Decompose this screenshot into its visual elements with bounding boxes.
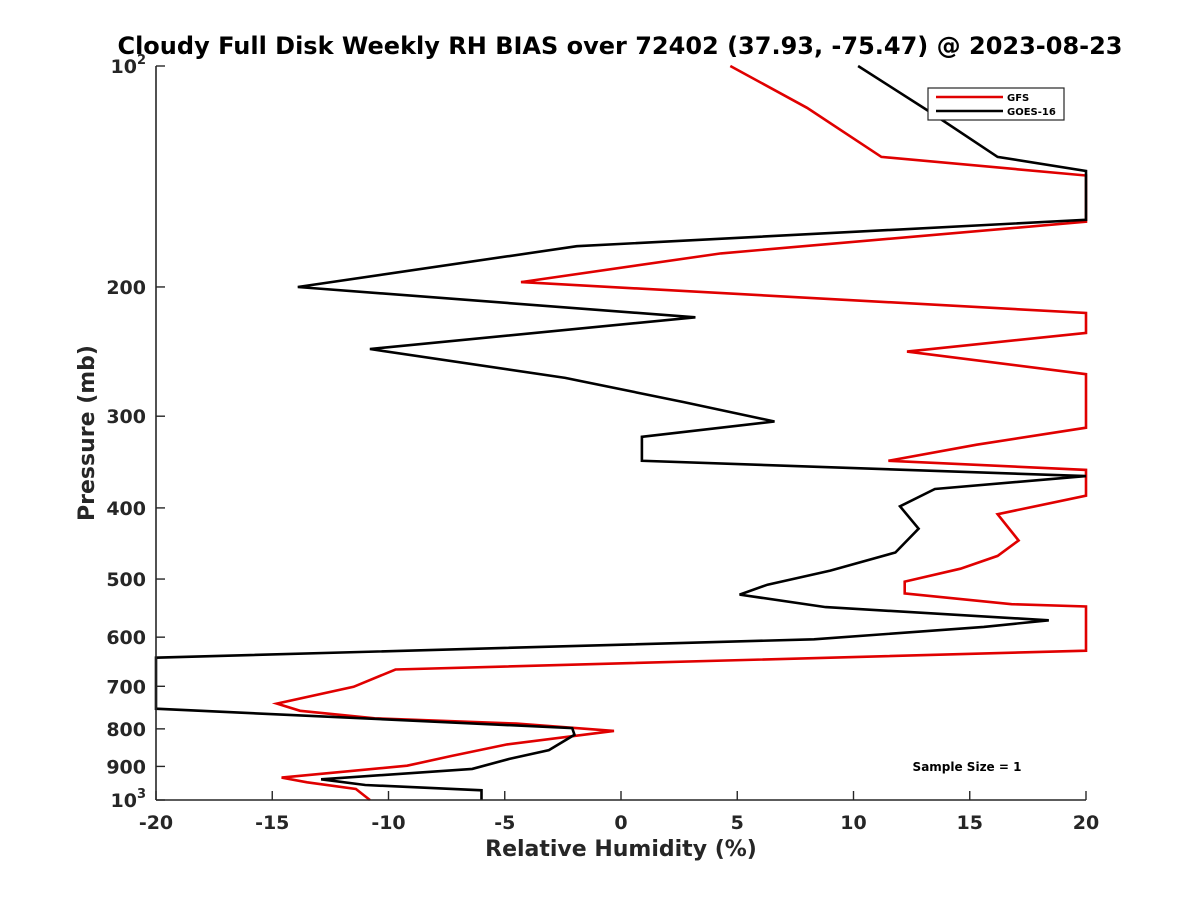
x-tick-label: -10: [371, 812, 405, 834]
x-tick-label: -20: [139, 812, 173, 834]
y-tick-label: 200: [106, 277, 146, 299]
x-tick-label: -5: [494, 812, 515, 834]
sample-size-annotation: Sample Size = 1: [913, 760, 1022, 774]
x-axis-label: Relative Humidity (%): [485, 837, 757, 862]
y-tick-label: 102: [111, 53, 147, 78]
legend-label-goes16: GOES-16: [1007, 107, 1056, 118]
legend-label-gfs: GFS: [1007, 93, 1029, 104]
chart-title: Cloudy Full Disk Weekly RH BIAS over 724…: [117, 32, 1122, 60]
x-tick-label: 20: [1073, 812, 1099, 834]
x-ticks: -20 -15 -10 -5 0 5 10 15 20: [139, 791, 1099, 834]
series-layer: [154, 64, 1088, 802]
x-tick-label: 10: [840, 812, 866, 834]
y-tick-label: 600: [106, 627, 146, 649]
y-tick-label: 700: [106, 676, 146, 698]
y-ticks: 102 200 300 400 500 600 700 800 900 103: [106, 53, 165, 812]
y-tick-label: 500: [106, 569, 146, 591]
y-tick-label: 103: [111, 787, 147, 812]
x-tick-label: -15: [255, 812, 289, 834]
y-tick-label: 300: [106, 406, 146, 428]
x-tick-label: 0: [614, 812, 627, 834]
y-axis-label: Pressure (mb): [75, 345, 100, 521]
legend-box: [927, 87, 1065, 121]
x-tick-label: 15: [957, 812, 983, 834]
plot-area: -20 -15 -10 -5 0 5 10 15 20 102 200 300 400 500 600 70…: [106, 53, 1099, 834]
y-tick-label: 900: [106, 756, 146, 778]
y-tick-label: 800: [106, 719, 146, 741]
series-line-gfs: [271, 64, 1088, 802]
series-line-goes16: [154, 64, 1088, 800]
x-tick-label: 5: [731, 812, 744, 834]
y-tick-label: 400: [106, 498, 146, 520]
legend: GFS GOES-16: [927, 87, 1065, 121]
